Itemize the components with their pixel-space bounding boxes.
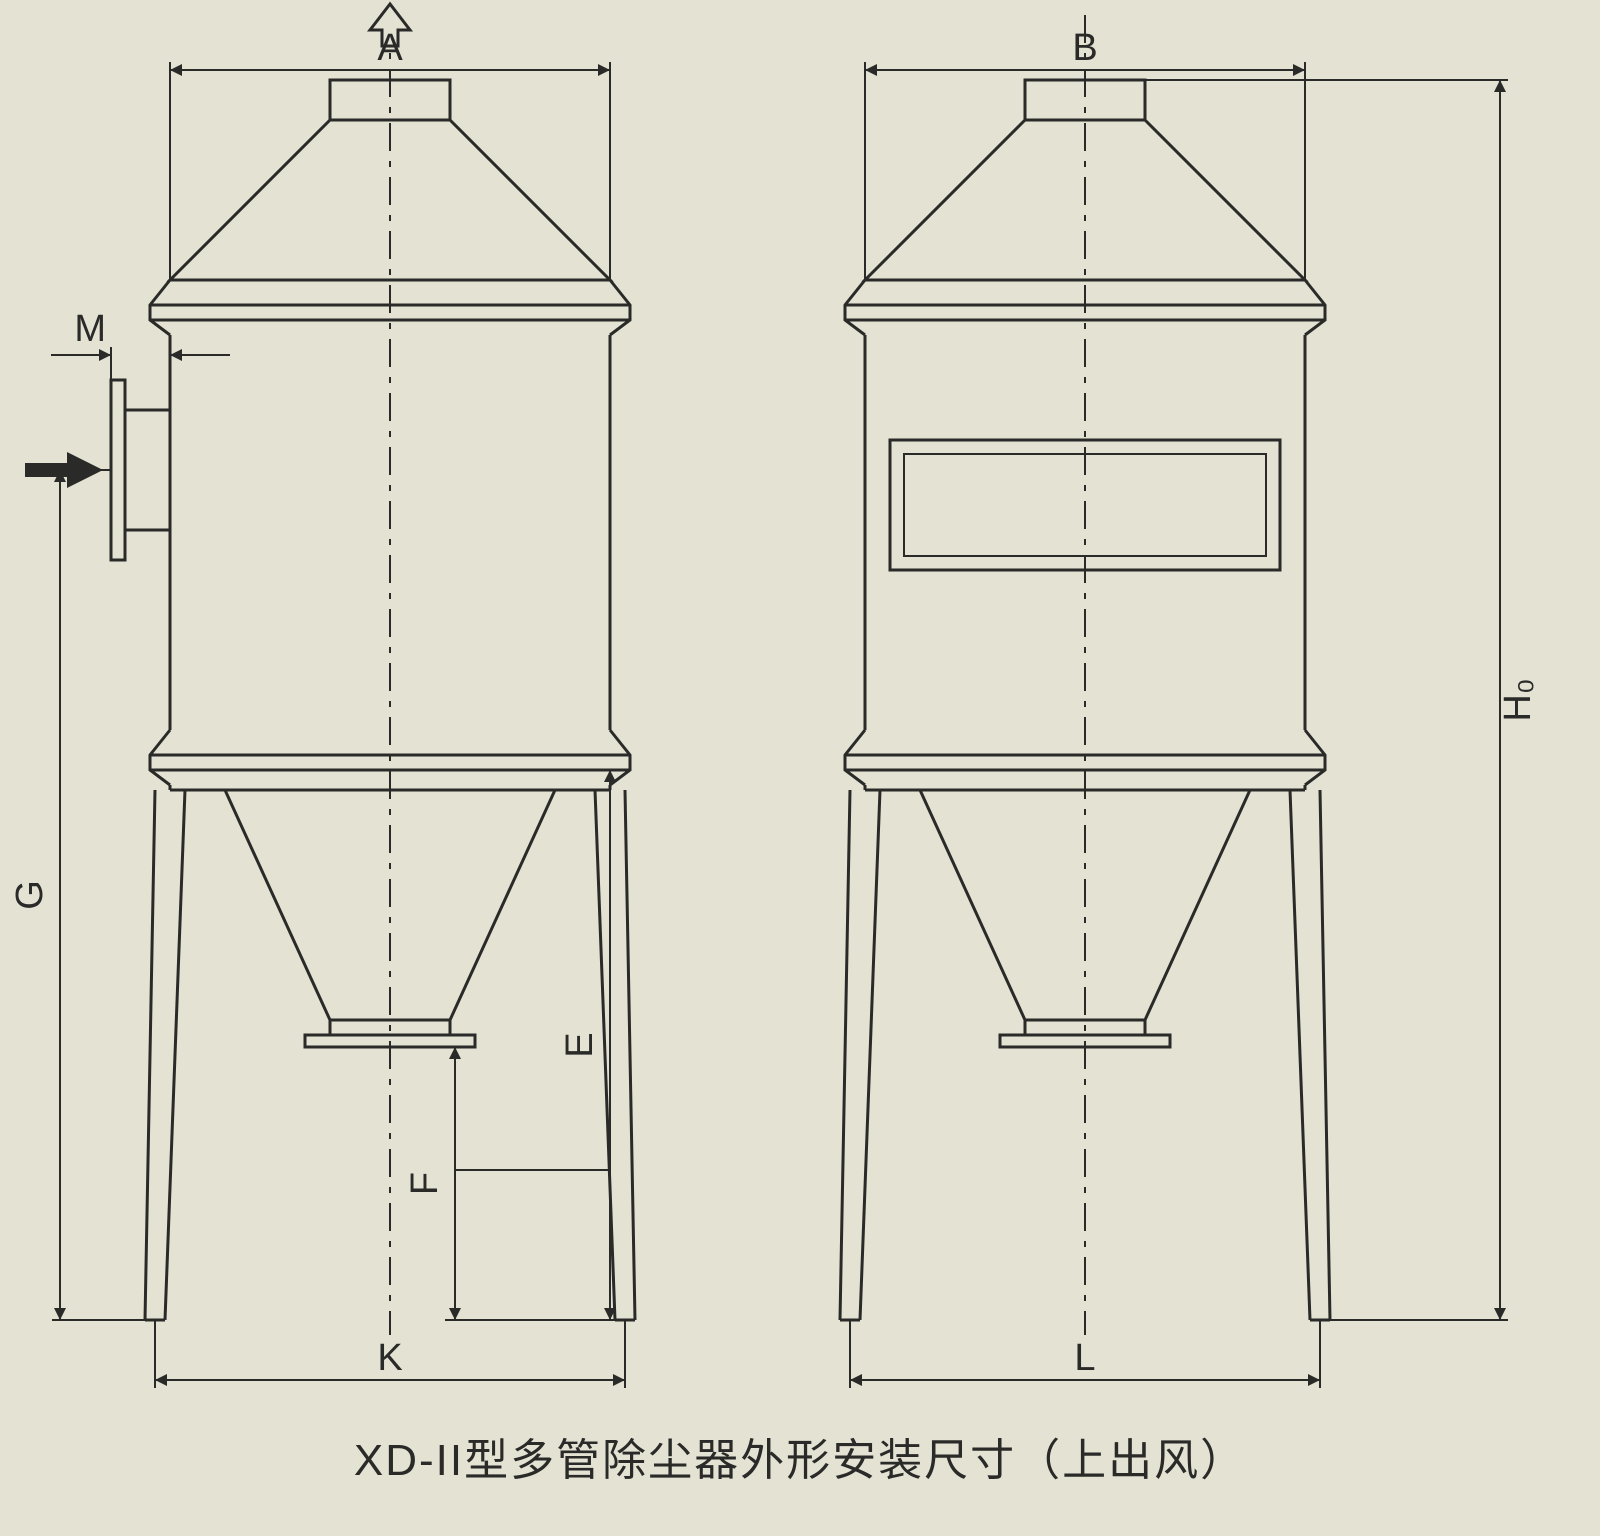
svg-text:E: E (559, 1032, 601, 1057)
svg-text:L: L (1074, 1337, 1095, 1379)
diagram-page: A M G E F K B H₀ L XD-II型多管除尘器外形安装尺寸（上出风） (0, 0, 1600, 1536)
svg-text:A: A (377, 27, 403, 69)
svg-text:B: B (1072, 27, 1097, 69)
svg-text:K: K (377, 1337, 402, 1379)
svg-text:G: G (9, 880, 51, 910)
svg-text:H₀: H₀ (1497, 678, 1539, 721)
svg-text:M: M (74, 308, 106, 350)
figure-caption: XD-II型多管除尘器外形安装尺寸（上出风） (0, 1424, 1600, 1488)
svg-text:F: F (404, 1172, 446, 1195)
technical-drawing: A M G E F K B H₀ L (0, 0, 1600, 1440)
